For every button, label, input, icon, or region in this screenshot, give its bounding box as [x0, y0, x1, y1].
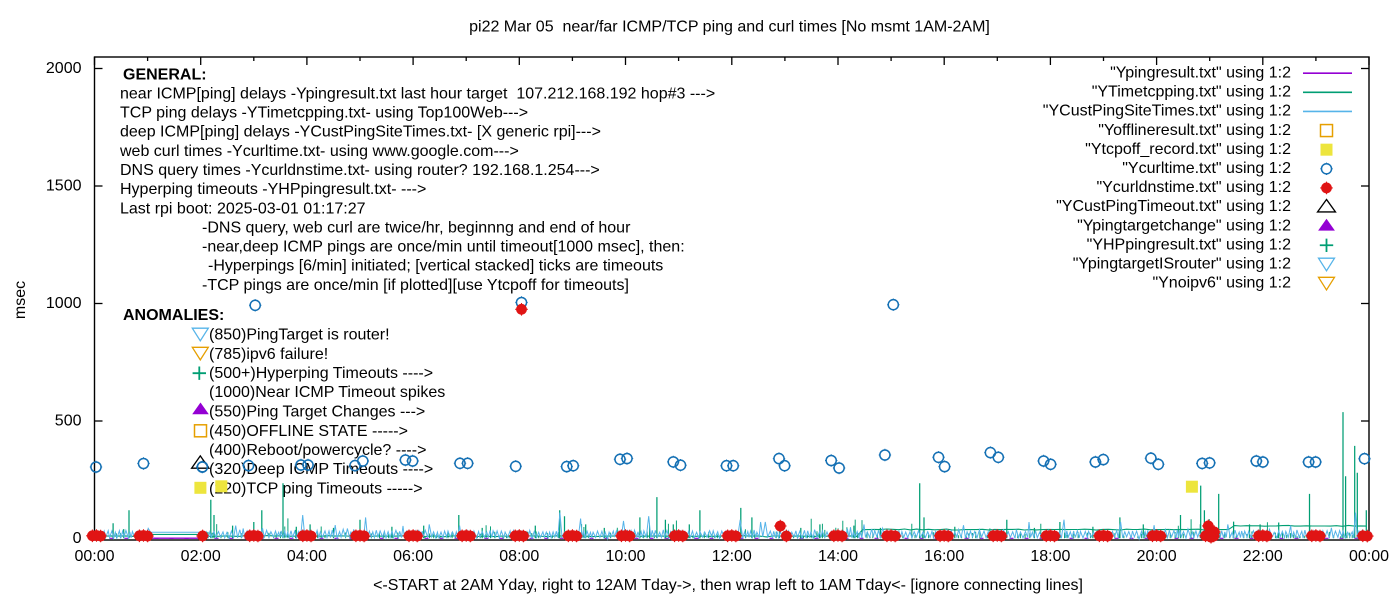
- svg-text:Last rpi boot: 2025-03-01 01:1: Last rpi boot: 2025-03-01 01:17:27: [120, 200, 366, 217]
- svg-text:(400)Reboot/powercycle? ---->: (400)Reboot/powercycle? ---->: [209, 442, 426, 459]
- svg-text:10:00: 10:00: [605, 548, 645, 565]
- svg-text:pi22 Mar 05 near/far ICMP/TCP: pi22 Mar 05 near/far ICMP/TCP ping and c…: [469, 19, 990, 36]
- svg-text:"Ycurltime.txt" using 1:2: "Ycurltime.txt" using 1:2: [1122, 160, 1291, 177]
- svg-text:1000: 1000: [46, 295, 82, 312]
- svg-text:DNS query times -Ycurldnstime.: DNS query times -Ycurldnstime.txt- using…: [120, 162, 600, 179]
- svg-text:(550)Ping Target Changes --->: (550)Ping Target Changes --->: [209, 404, 425, 421]
- svg-text:08:00: 08:00: [499, 548, 539, 565]
- svg-text:(500+)Hyperping Timeouts ---->: (500+)Hyperping Timeouts ---->: [209, 365, 433, 382]
- svg-text:(850)PingTarget is router!: (850)PingTarget is router!: [209, 327, 390, 344]
- svg-text:"YCustPingTimeout.txt" using 1: "YCustPingTimeout.txt" using 1:2: [1056, 198, 1291, 215]
- svg-text:16:00: 16:00: [924, 548, 964, 565]
- svg-text:GENERAL:: GENERAL:: [123, 67, 207, 84]
- svg-text:-DNS query, web curl are twice: -DNS query, web curl are twice/hr, begin…: [202, 219, 631, 236]
- svg-text:500: 500: [55, 413, 82, 430]
- svg-text:"YpingtargetISrouter" using 1:: "YpingtargetISrouter" using 1:2: [1073, 256, 1291, 273]
- svg-text:"Ycurldnstime.txt" using 1:2: "Ycurldnstime.txt" using 1:2: [1096, 179, 1291, 196]
- svg-text:-Hyperpings [6/min] initiated;: -Hyperpings [6/min] initiated; [vertical…: [208, 258, 663, 275]
- svg-text:"YTimetcpping.txt" using 1:2: "YTimetcpping.txt" using 1:2: [1092, 84, 1291, 101]
- svg-text:near ICMP[ping] delays -Ypingr: near ICMP[ping] delays -Ypingresult.txt …: [120, 85, 715, 102]
- svg-text:1500: 1500: [46, 178, 82, 195]
- svg-text:(450)OFFLINE STATE ----->: (450)OFFLINE STATE ----->: [209, 423, 408, 440]
- svg-text:22:00: 22:00: [1243, 548, 1283, 565]
- svg-text:12:00: 12:00: [712, 548, 752, 565]
- svg-text:<-START at 2AM Yday, right to: <-START at 2AM Yday, right to 12AM Tday-…: [373, 577, 1083, 594]
- svg-text:2000: 2000: [46, 60, 82, 77]
- svg-text:18:00: 18:00: [1030, 548, 1070, 565]
- svg-text:(785)ipv6 failure!: (785)ipv6 failure!: [209, 346, 328, 363]
- svg-text:deep ICMP[ping] delays -YCustP: deep ICMP[ping] delays -YCustPingSiteTim…: [120, 124, 601, 141]
- svg-text:-near,deep ICMP pings are once: -near,deep ICMP pings are once/min until…: [202, 239, 685, 256]
- svg-text:06:00: 06:00: [393, 548, 433, 565]
- svg-text:0: 0: [73, 530, 82, 547]
- svg-text:-TCP pings are once/min [if pl: -TCP pings are once/min [if plotted][use…: [202, 277, 629, 294]
- svg-text:ANOMALIES:: ANOMALIES:: [123, 307, 224, 324]
- svg-text:20:00: 20:00: [1137, 548, 1177, 565]
- svg-text:"YCustPingSiteTimes.txt" using: "YCustPingSiteTimes.txt" using 1:2: [1043, 103, 1291, 120]
- svg-text:"Ynoipv6" using 1:2: "Ynoipv6" using 1:2: [1152, 275, 1291, 292]
- svg-text:"Ytcpoff_record.txt" using 1:2: "Ytcpoff_record.txt" using 1:2: [1085, 141, 1291, 158]
- svg-text:"YHPpingresult.txt" using 1:2: "YHPpingresult.txt" using 1:2: [1087, 237, 1291, 254]
- svg-text:(320)Deep ICMP Timeouts ---->: (320)Deep ICMP Timeouts ---->: [209, 461, 433, 478]
- svg-text:14:00: 14:00: [818, 548, 858, 565]
- svg-text:(1000)Near ICMP Timeout spikes: (1000)Near ICMP Timeout spikes: [209, 384, 445, 401]
- svg-text:"Ypingresult.txt" using 1:2: "Ypingresult.txt" using 1:2: [1110, 64, 1291, 81]
- svg-text:web curl times -Ycurltime.txt-: web curl times -Ycurltime.txt- using www…: [119, 143, 519, 160]
- svg-text:04:00: 04:00: [287, 548, 327, 565]
- svg-text:(220)TCP ping Timeouts ----->: (220)TCP ping Timeouts ----->: [209, 481, 423, 498]
- svg-text:02:00: 02:00: [181, 548, 221, 565]
- svg-text:"Ypingtargetchange" using 1:2: "Ypingtargetchange" using 1:2: [1077, 217, 1291, 234]
- svg-text:msec: msec: [12, 281, 29, 319]
- svg-text:"Yofflineresult.txt" using 1:2: "Yofflineresult.txt" using 1:2: [1098, 122, 1291, 139]
- svg-text:TCP ping delays -YTimetcpping.: TCP ping delays -YTimetcpping.txt- using…: [120, 105, 528, 122]
- svg-text:00:00: 00:00: [74, 548, 114, 565]
- svg-text:00:00: 00:00: [1349, 548, 1389, 565]
- svg-text:Hyperping timeouts -YHPpingres: Hyperping timeouts -YHPpingresult.txt- -…: [120, 181, 426, 198]
